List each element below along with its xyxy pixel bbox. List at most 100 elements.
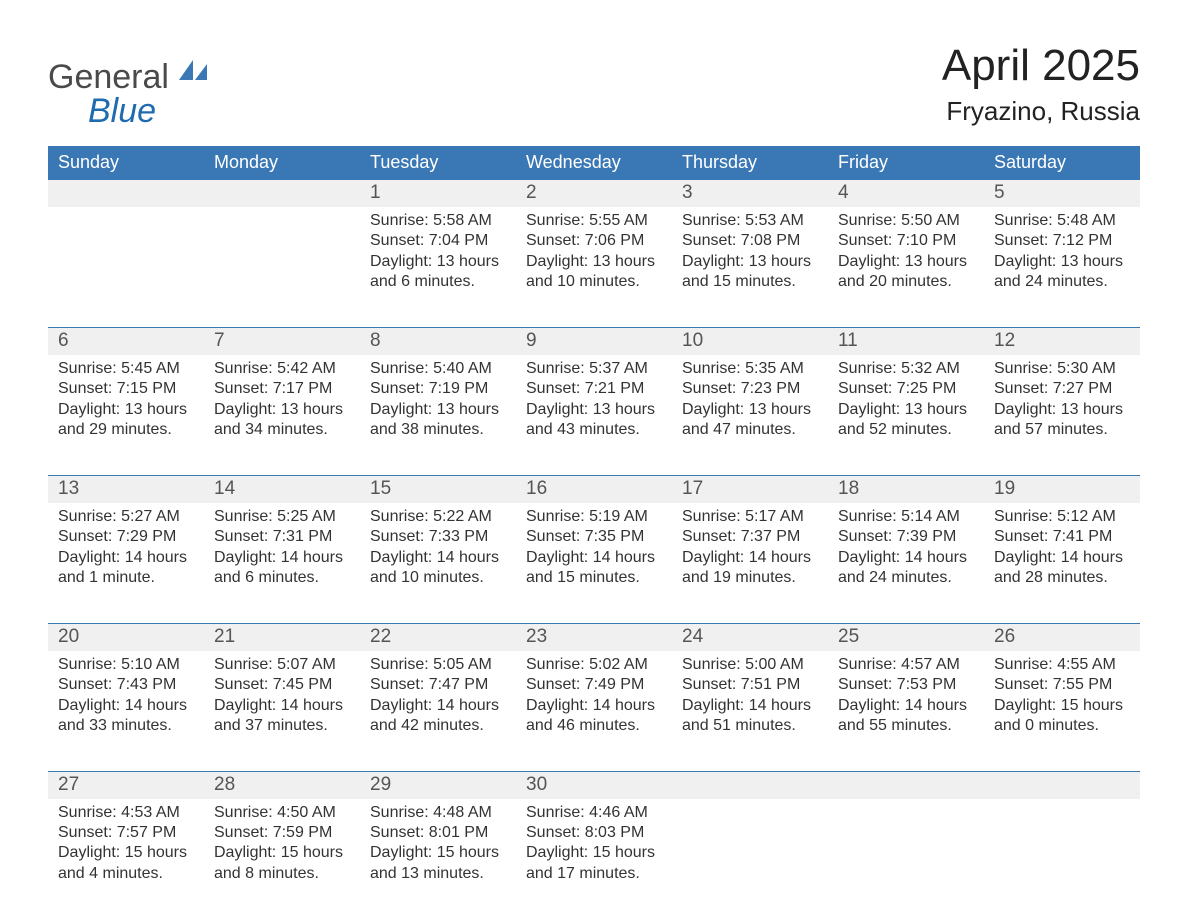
day-number xyxy=(48,180,204,207)
day-cell: Sunrise: 5:00 AMSunset: 7:51 PMDaylight:… xyxy=(672,651,828,741)
day-number: 23 xyxy=(516,624,672,651)
day-cell: Sunrise: 5:55 AMSunset: 7:06 PMDaylight:… xyxy=(516,207,672,297)
day-cell xyxy=(828,799,984,889)
day-number xyxy=(672,772,828,799)
day-number: 10 xyxy=(672,328,828,355)
day-cell: Sunrise: 5:02 AMSunset: 7:49 PMDaylight:… xyxy=(516,651,672,741)
weekday-label: Saturday xyxy=(984,146,1140,180)
week-row: 13141516171819Sunrise: 5:27 AMSunset: 7:… xyxy=(48,475,1140,593)
daynum-row: 20212223242526 xyxy=(48,624,1140,651)
day-cell: Sunrise: 5:27 AMSunset: 7:29 PMDaylight:… xyxy=(48,503,204,593)
day-number: 17 xyxy=(672,476,828,503)
day-number xyxy=(828,772,984,799)
day-cell: Sunrise: 4:57 AMSunset: 7:53 PMDaylight:… xyxy=(828,651,984,741)
week-row: 27282930Sunrise: 4:53 AMSunset: 7:57 PMD… xyxy=(48,771,1140,889)
day-number: 3 xyxy=(672,180,828,207)
day-cell: Sunrise: 5:10 AMSunset: 7:43 PMDaylight:… xyxy=(48,651,204,741)
daynum-row: 12345 xyxy=(48,180,1140,207)
day-cell: Sunrise: 5:40 AMSunset: 7:19 PMDaylight:… xyxy=(360,355,516,445)
day-cell xyxy=(984,799,1140,889)
day-cell: Sunrise: 4:55 AMSunset: 7:55 PMDaylight:… xyxy=(984,651,1140,741)
weekday-label: Tuesday xyxy=(360,146,516,180)
day-number xyxy=(984,772,1140,799)
day-number: 19 xyxy=(984,476,1140,503)
weekday-label: Thursday xyxy=(672,146,828,180)
day-number: 21 xyxy=(204,624,360,651)
weekday-label: Friday xyxy=(828,146,984,180)
day-number: 1 xyxy=(360,180,516,207)
day-cell xyxy=(672,799,828,889)
day-cell: Sunrise: 5:50 AMSunset: 7:10 PMDaylight:… xyxy=(828,207,984,297)
day-number: 16 xyxy=(516,476,672,503)
day-cell: Sunrise: 5:32 AMSunset: 7:25 PMDaylight:… xyxy=(828,355,984,445)
daynum-row: 27282930 xyxy=(48,772,1140,799)
day-number: 27 xyxy=(48,772,204,799)
day-number: 13 xyxy=(48,476,204,503)
day-cell: Sunrise: 5:07 AMSunset: 7:45 PMDaylight:… xyxy=(204,651,360,741)
day-content-row: Sunrise: 5:10 AMSunset: 7:43 PMDaylight:… xyxy=(48,651,1140,741)
month-title: April 2025 xyxy=(942,42,1140,90)
title-block: April 2025 Fryazino, Russia xyxy=(942,42,1140,127)
day-cell: Sunrise: 5:30 AMSunset: 7:27 PMDaylight:… xyxy=(984,355,1140,445)
day-content-row: Sunrise: 5:58 AMSunset: 7:04 PMDaylight:… xyxy=(48,207,1140,297)
day-number: 15 xyxy=(360,476,516,503)
day-number: 18 xyxy=(828,476,984,503)
day-cell: Sunrise: 5:22 AMSunset: 7:33 PMDaylight:… xyxy=(360,503,516,593)
header: General Blue April 2025 Fryazino, Russia xyxy=(48,48,1140,128)
day-cell: Sunrise: 4:46 AMSunset: 8:03 PMDaylight:… xyxy=(516,799,672,889)
day-cell: Sunrise: 5:14 AMSunset: 7:39 PMDaylight:… xyxy=(828,503,984,593)
day-number: 22 xyxy=(360,624,516,651)
day-number: 20 xyxy=(48,624,204,651)
day-number: 2 xyxy=(516,180,672,207)
location-subtitle: Fryazino, Russia xyxy=(942,96,1140,127)
day-cell: Sunrise: 5:35 AMSunset: 7:23 PMDaylight:… xyxy=(672,355,828,445)
day-number: 26 xyxy=(984,624,1140,651)
day-number: 24 xyxy=(672,624,828,651)
day-number: 11 xyxy=(828,328,984,355)
day-cell xyxy=(48,207,204,297)
calendar-grid: SundayMondayTuesdayWednesdayThursdayFrid… xyxy=(48,146,1140,888)
day-content-row: Sunrise: 5:45 AMSunset: 7:15 PMDaylight:… xyxy=(48,355,1140,445)
day-number: 12 xyxy=(984,328,1140,355)
day-cell: Sunrise: 4:53 AMSunset: 7:57 PMDaylight:… xyxy=(48,799,204,889)
weekday-label: Sunday xyxy=(48,146,204,180)
brand-line2: Blue xyxy=(88,94,207,128)
day-cell: Sunrise: 5:53 AMSunset: 7:08 PMDaylight:… xyxy=(672,207,828,297)
day-number: 28 xyxy=(204,772,360,799)
daynum-row: 6789101112 xyxy=(48,328,1140,355)
brand-logo: General Blue xyxy=(48,60,207,128)
calendar-page: General Blue April 2025 Fryazino, Russia… xyxy=(0,0,1188,918)
brand-line1: General xyxy=(48,58,169,96)
day-cell: Sunrise: 5:19 AMSunset: 7:35 PMDaylight:… xyxy=(516,503,672,593)
weeks-container: 12345Sunrise: 5:58 AMSunset: 7:04 PMDayl… xyxy=(48,180,1140,888)
day-number: 5 xyxy=(984,180,1140,207)
day-cell: Sunrise: 5:25 AMSunset: 7:31 PMDaylight:… xyxy=(204,503,360,593)
day-cell: Sunrise: 5:05 AMSunset: 7:47 PMDaylight:… xyxy=(360,651,516,741)
weekday-header-row: SundayMondayTuesdayWednesdayThursdayFrid… xyxy=(48,146,1140,180)
week-row: 12345Sunrise: 5:58 AMSunset: 7:04 PMDayl… xyxy=(48,180,1140,297)
week-row: 6789101112Sunrise: 5:45 AMSunset: 7:15 P… xyxy=(48,327,1140,445)
day-cell xyxy=(204,207,360,297)
day-content-row: Sunrise: 4:53 AMSunset: 7:57 PMDaylight:… xyxy=(48,799,1140,889)
day-cell: Sunrise: 5:45 AMSunset: 7:15 PMDaylight:… xyxy=(48,355,204,445)
day-cell: Sunrise: 5:17 AMSunset: 7:37 PMDaylight:… xyxy=(672,503,828,593)
day-number: 8 xyxy=(360,328,516,355)
day-cell: Sunrise: 5:48 AMSunset: 7:12 PMDaylight:… xyxy=(984,207,1140,297)
day-cell: Sunrise: 5:37 AMSunset: 7:21 PMDaylight:… xyxy=(516,355,672,445)
day-number: 7 xyxy=(204,328,360,355)
day-number: 25 xyxy=(828,624,984,651)
day-number: 6 xyxy=(48,328,204,355)
week-row: 20212223242526Sunrise: 5:10 AMSunset: 7:… xyxy=(48,623,1140,741)
day-cell: Sunrise: 4:50 AMSunset: 7:59 PMDaylight:… xyxy=(204,799,360,889)
weekday-label: Monday xyxy=(204,146,360,180)
weekday-label: Wednesday xyxy=(516,146,672,180)
day-number xyxy=(204,180,360,207)
day-cell: Sunrise: 5:42 AMSunset: 7:17 PMDaylight:… xyxy=(204,355,360,445)
daynum-row: 13141516171819 xyxy=(48,476,1140,503)
day-number: 29 xyxy=(360,772,516,799)
day-cell: Sunrise: 4:48 AMSunset: 8:01 PMDaylight:… xyxy=(360,799,516,889)
day-cell: Sunrise: 5:58 AMSunset: 7:04 PMDaylight:… xyxy=(360,207,516,297)
day-content-row: Sunrise: 5:27 AMSunset: 7:29 PMDaylight:… xyxy=(48,503,1140,593)
logo-sail-icon xyxy=(179,60,207,84)
day-cell: Sunrise: 5:12 AMSunset: 7:41 PMDaylight:… xyxy=(984,503,1140,593)
